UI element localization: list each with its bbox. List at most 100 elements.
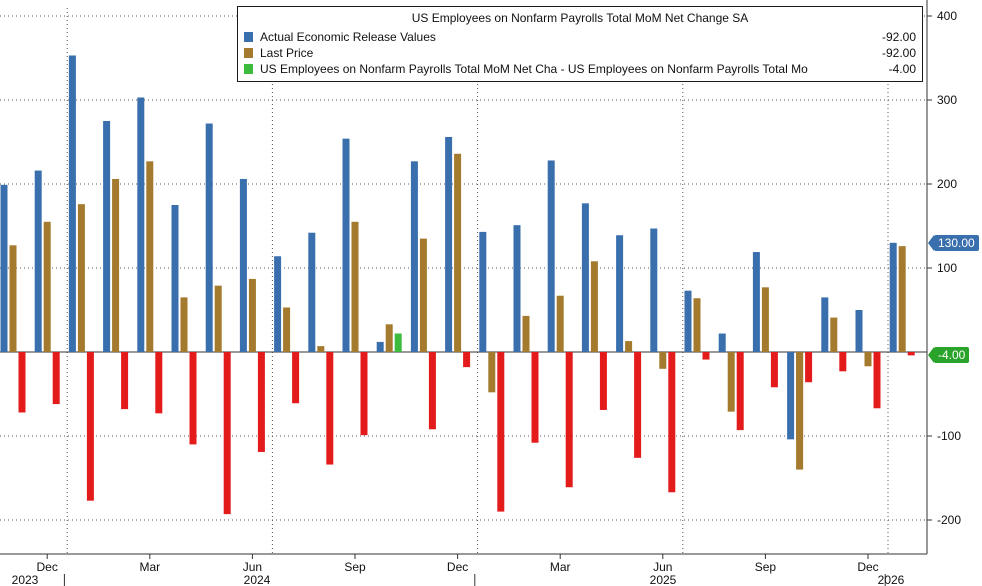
y-tick-label: -200 (937, 513, 961, 527)
legend-value-difference: -4.00 (888, 62, 916, 76)
bar-last-price (625, 341, 633, 352)
legend-label-difference: US Employees on Nonfarm Payrolls Total M… (260, 62, 808, 76)
bar-last-price (488, 352, 496, 393)
bar-difference (292, 352, 300, 404)
bar-actual (513, 225, 521, 352)
legend-item-last-price: Last Price -92.00 (244, 46, 916, 60)
bar-difference (634, 352, 642, 458)
bar-actual (821, 297, 829, 352)
legend-label-last-price: Last Price (260, 46, 314, 60)
bar-difference (189, 352, 197, 445)
bar-actual (274, 256, 282, 352)
bar-actual (0, 184, 8, 352)
x-tick-label: Sep (755, 560, 777, 574)
bar-actual (718, 333, 726, 352)
bar-actual (34, 170, 42, 352)
bar-actual (889, 242, 897, 352)
bar-actual (445, 136, 453, 352)
bar-actual (410, 161, 418, 352)
bar-difference (565, 352, 573, 488)
bar-actual (239, 178, 247, 352)
bar-last-price (77, 204, 85, 352)
bar-difference (463, 352, 471, 368)
bar-last-price (454, 153, 462, 352)
bar-difference (805, 352, 813, 383)
bar-difference (326, 352, 334, 465)
bar-difference (360, 352, 368, 436)
legend-item-difference: US Employees on Nonfarm Payrolls Total M… (244, 62, 916, 76)
bar-difference (52, 352, 60, 405)
bar-actual (547, 160, 555, 352)
legend-value-last-price: -92.00 (881, 46, 916, 60)
bar-actual (479, 231, 487, 352)
bar-difference (668, 352, 676, 493)
chart-title: US Employees on Nonfarm Payrolls Total M… (411, 11, 749, 25)
bar-actual (205, 123, 213, 353)
x-tick-label: Dec (447, 560, 468, 574)
bar-actual (376, 341, 384, 352)
bar-difference (155, 352, 163, 414)
bar-difference (428, 352, 436, 430)
axes: 400 300 200 100 -100 -200 Dec Mar Jun Sep Dec Mar Ju… (0, 0, 961, 586)
bar-last-price (146, 161, 154, 352)
bar-last-price (898, 246, 906, 352)
bar-last-price (419, 238, 427, 352)
x-tick-label: Sep (344, 560, 366, 574)
last-value-tag-difference: -4.00 (927, 347, 970, 364)
chart-legend: US Employees on Nonfarm Payrolls Total M… (237, 6, 923, 82)
x-tick-label: Dec (857, 560, 878, 574)
y-tick-label: 100 (937, 261, 957, 275)
x-tick-label: Jun (653, 560, 672, 574)
bar-difference (394, 333, 402, 352)
bar-last-price (727, 352, 735, 412)
bar-last-price (659, 352, 667, 369)
bar-last-price (556, 295, 564, 352)
bar-last-price (796, 352, 804, 470)
bar-actual (171, 205, 179, 352)
bar-difference (121, 352, 129, 410)
bar-actual (342, 138, 350, 352)
bar-actual (68, 55, 76, 352)
bar-difference (531, 352, 539, 443)
x-year-label: 2024 (244, 573, 271, 586)
bar-difference (839, 352, 847, 372)
x-year-label: 2026 (878, 573, 905, 586)
bar-difference (223, 352, 231, 515)
bar-last-price (590, 261, 598, 352)
y-tick-label: 400 (937, 9, 957, 23)
bar-actual (308, 232, 316, 352)
bar-last-price (864, 352, 872, 367)
last-value-tag-actual: 130.00 (928, 234, 979, 251)
x-tick-label: Jun (243, 560, 262, 574)
bar-last-price (761, 287, 769, 352)
bar-actual (684, 290, 692, 352)
bar-last-price (351, 221, 359, 352)
bar-difference (736, 352, 744, 431)
bar-difference (257, 352, 265, 452)
y-tick-label: 300 (937, 93, 957, 107)
bar-last-price (317, 346, 325, 352)
bar-last-price (180, 297, 188, 352)
legend-swatch-last-price (244, 48, 253, 58)
bar-last-price (522, 315, 530, 352)
bar-last-price (248, 278, 256, 352)
bar-actual (650, 228, 658, 352)
x-tick-label: Dec (37, 560, 58, 574)
bar-difference (873, 352, 881, 409)
bar-last-price (214, 285, 222, 352)
y-tick-label: 200 (937, 177, 957, 191)
legend-swatch-actual (244, 32, 253, 42)
bar-last-price (385, 324, 393, 352)
bar-actual (752, 252, 760, 352)
bar-actual (137, 97, 145, 352)
bar-actual (855, 310, 863, 352)
bar-last-price (112, 178, 120, 352)
bar-actual (103, 121, 111, 352)
legend-label-actual: Actual Economic Release Values (260, 30, 436, 44)
bar-last-price (830, 317, 838, 352)
bar-difference (86, 352, 94, 501)
bar-last-price (9, 245, 17, 352)
legend-swatch-difference (244, 64, 253, 74)
bars (0, 55, 915, 515)
